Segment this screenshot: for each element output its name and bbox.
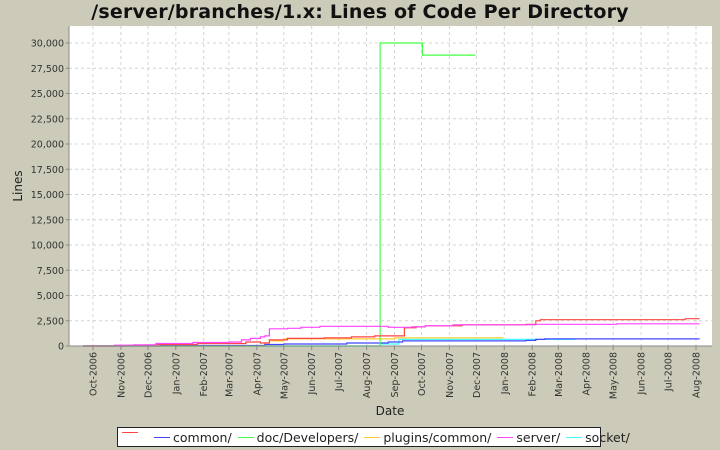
x-tick-label: Oct-2007 — [417, 352, 428, 396]
x-tick-label: Feb-2007 — [199, 352, 210, 396]
x-tick-label: Jan-2008 — [500, 352, 511, 395]
x-tick-label: Jul-2008 — [664, 352, 675, 392]
legend-swatch-icon — [566, 436, 583, 438]
legend-swatch-icon — [364, 436, 381, 438]
legend-label: plugins/common/ — [383, 429, 492, 445]
axes: 0 2,500 5,000 7,500 10,000 12,500 15,000 17,500… — [31, 26, 712, 399]
series-line-unnamed — [83, 318, 700, 347]
x-tick-label: Jul-2007 — [334, 352, 345, 392]
y-tick-label: 30,000 — [31, 39, 64, 50]
x-axis-label: Date — [376, 404, 405, 418]
series-line-server- — [83, 323, 700, 347]
y-tick-label: 2,500 — [37, 316, 64, 327]
x-tick-label: Nov-2006 — [116, 352, 127, 398]
legend-swatch-icon — [154, 436, 170, 438]
y-tick-label: 25,000 — [31, 89, 64, 100]
y-tick-label: 5,000 — [37, 291, 64, 302]
chart-title: /server/branches/1.x: Lines of Code Per … — [91, 1, 629, 23]
y-tick-label: 10,000 — [31, 241, 64, 252]
y-tick-label: 7,500 — [37, 266, 64, 277]
y-axis-label: Lines — [11, 170, 25, 201]
legend-item: server/ — [497, 430, 560, 445]
legend-item: common/ — [154, 430, 232, 445]
x-tick-label: Apr-2008 — [582, 352, 593, 395]
x-tick-label: Mar-2008 — [554, 352, 565, 397]
y-tick-label: 0 — [58, 342, 64, 353]
x-tick-label: Jan-2007 — [171, 352, 182, 395]
legend-label: doc/Developers/ — [256, 429, 359, 445]
x-tick-label: Apr-2007 — [252, 352, 263, 395]
x-tick-label: Nov-2007 — [445, 352, 456, 398]
legend-item: doc/Developers/ — [237, 429, 359, 445]
legend-swatch-icon — [122, 431, 138, 433]
x-tick-label: Oct-2006 — [89, 352, 100, 396]
y-tick-label: 17,500 — [31, 165, 64, 176]
x-tick-label: May-2007 — [279, 352, 290, 399]
y-tick-label: 22,500 — [31, 114, 64, 125]
chart-legend: common/doc/Developers/plugins/common/ser… — [117, 427, 630, 447]
series-line-common- — [83, 338, 700, 347]
y-tick-label: 20,000 — [31, 140, 64, 151]
y-tick-label: 27,500 — [31, 64, 64, 75]
x-tick-label: Sep-2007 — [390, 352, 401, 398]
x-tick-label: Mar-2007 — [224, 352, 235, 397]
legend-label: common/ — [173, 429, 232, 445]
x-tick-label: Jun-2008 — [637, 352, 648, 395]
x-tick-label: May-2008 — [609, 352, 620, 399]
legend-swatch-icon — [237, 436, 254, 438]
legend-item: plugins/common/ — [364, 430, 491, 445]
legend-label: server/ — [516, 429, 561, 445]
legend-item: socket/ — [566, 430, 630, 445]
plot-area — [69, 26, 712, 346]
legend-label: socket/ — [585, 429, 630, 445]
y-tick-label: 15,000 — [31, 190, 64, 201]
x-tick-label: Aug-2007 — [362, 352, 373, 398]
legend-item — [122, 431, 148, 438]
grid-lines — [69, 26, 712, 346]
x-tick-label: Aug-2008 — [692, 352, 703, 398]
x-tick-label: Dec-2006 — [143, 352, 154, 398]
x-tick-label: Dec-2007 — [472, 352, 483, 398]
x-tick-label: Feb-2008 — [528, 352, 539, 396]
y-tick-label: 12,500 — [31, 215, 64, 226]
legend-swatch-icon — [497, 436, 514, 438]
x-tick-label: Jun-2007 — [307, 352, 318, 395]
